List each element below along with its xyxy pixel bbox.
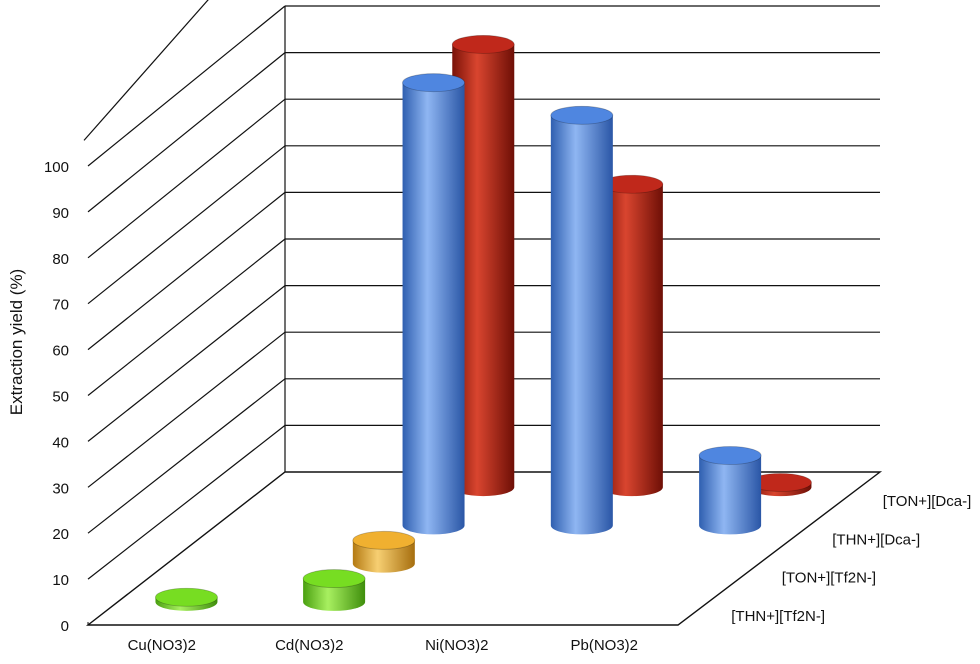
- category-label: Ni(NO3)2: [425, 637, 488, 654]
- category-labels: Cu(NO3)2 Cd(NO3)2 Ni(NO3)2 Pb(NO3)2: [128, 637, 638, 654]
- bar: [550, 105, 614, 535]
- bar: [402, 73, 465, 535]
- bar-top: [698, 446, 762, 465]
- series-label: [THN+][Dca-]: [832, 531, 920, 548]
- bar-top: [155, 587, 218, 607]
- bar-body: [402, 82, 465, 535]
- bar-body: [352, 540, 415, 573]
- bar: [698, 446, 762, 535]
- grid-side: [87, 52, 286, 213]
- bar: [155, 587, 218, 611]
- grid-side: [87, 238, 286, 396]
- bar-top: [302, 569, 366, 588]
- bar-body: [452, 44, 515, 497]
- y-tick-label: 20: [52, 526, 69, 543]
- series-label: [THN+][Tf2N-]: [731, 608, 825, 625]
- y-tick-label: 30: [52, 480, 69, 497]
- grid-side: [87, 191, 286, 351]
- y-tick-label: 50: [52, 388, 69, 405]
- y-tick-label: 100: [44, 159, 69, 176]
- y-tick-label: 0: [61, 618, 69, 635]
- grid-side: [87, 378, 286, 534]
- bar-body: [699, 455, 762, 535]
- category-label: Pb(NO3)2: [570, 637, 638, 654]
- y-axis-title: Extraction yield (%): [7, 269, 26, 415]
- grid-side: [87, 285, 286, 442]
- floor-outline: [85, 471, 883, 626]
- y-tick-label: 70: [52, 297, 69, 314]
- category-label: Cu(NO3)2: [128, 637, 196, 654]
- bar-top: [550, 105, 614, 125]
- bar: [352, 530, 416, 573]
- bar: [749, 473, 812, 497]
- y-tick-label: 10: [52, 572, 69, 589]
- bar: [451, 35, 515, 497]
- bar-top: [402, 73, 465, 93]
- series-label: [TON+][Tf2N-]: [782, 570, 876, 587]
- y-tick-labels: 0 10 20 30 40 50 60 70 80 90 100: [44, 159, 69, 635]
- y-tick-label: 60: [52, 343, 69, 360]
- category-label: Cd(NO3)2: [275, 637, 343, 654]
- series-label: [TON+][Dca-]: [883, 493, 972, 510]
- bar-body: [600, 184, 663, 497]
- bar-top: [352, 530, 416, 550]
- depth-axis-labels: [THN+][Tf2N-] [TON+][Tf2N-] [THN+][Dca-] [T…: [731, 493, 971, 625]
- bar-top: [451, 35, 515, 54]
- y-tick-label: 80: [52, 251, 69, 268]
- grid-side: [87, 5, 286, 167]
- y-tick-label: 40: [52, 434, 69, 451]
- bars: [155, 35, 812, 611]
- y-tick-label: 90: [52, 205, 69, 222]
- bar-body: [550, 115, 613, 535]
- grid-side: [87, 424, 286, 580]
- bar: [600, 174, 664, 497]
- grid-side-extra: [83, 0, 209, 141]
- grid-side: [87, 145, 286, 305]
- bar-body: [303, 578, 366, 611]
- grid-side: [87, 98, 286, 259]
- bar: [302, 569, 366, 611]
- grid-side: [87, 331, 286, 488]
